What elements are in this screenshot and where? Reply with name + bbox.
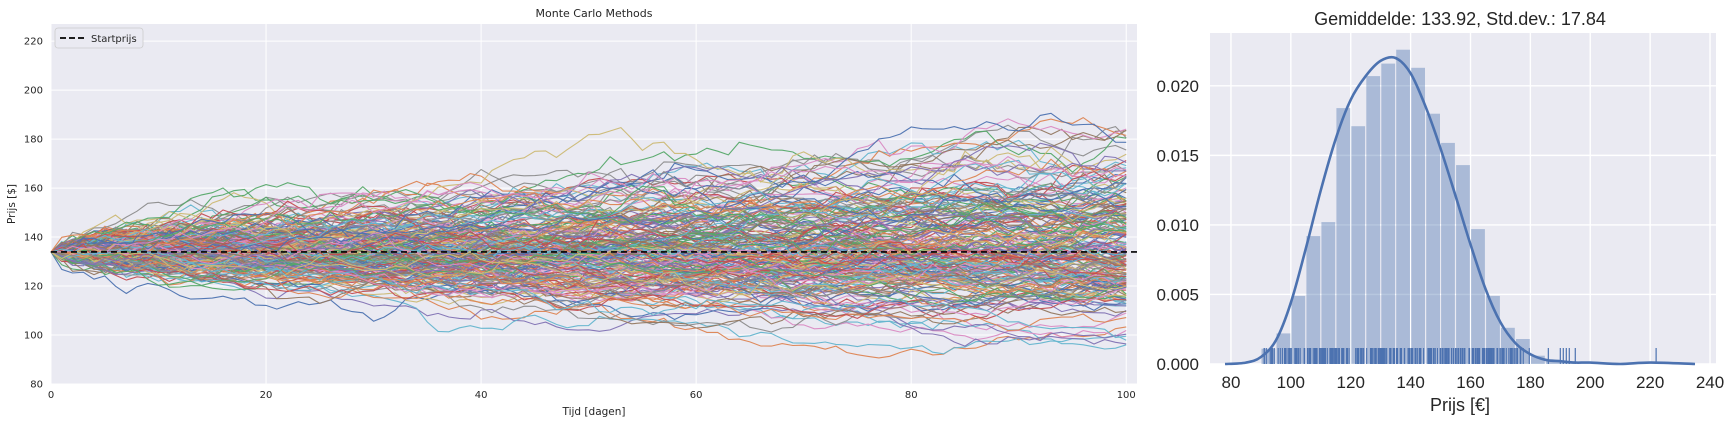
mc-y-tick-label: 220 (24, 37, 43, 48)
mc-x-tick-label: 40 (475, 390, 488, 401)
hist-x-tick-label: 220 (1636, 373, 1664, 392)
hist-rug (1263, 348, 1657, 364)
hist-bar (1291, 295, 1306, 364)
mc-price-path (50, 244, 1127, 311)
hist-title: Gemiddelde: 133.92, Std.dev.: 17.84 (1314, 9, 1606, 29)
hist-bar (1366, 76, 1381, 364)
mc-legend-box (54, 27, 144, 49)
mc-price-path (50, 170, 1127, 270)
mc-price-path (50, 159, 1127, 257)
mc-price-path (50, 170, 1127, 253)
hist-x-label: Prijs [€] (1430, 395, 1490, 415)
hist-plot-area (1210, 33, 1716, 364)
mc-legend: Startprijs (54, 27, 144, 49)
hist-x-tick-label: 120 (1337, 373, 1365, 392)
hist-x-ticks: 80 100 120 140 160 180 200 220 240 (1221, 373, 1724, 392)
distribution-chart: 80 100 120 140 160 180 200 220 240 0.0000.0050.0… (1156, 9, 1724, 415)
mc-price-path (50, 230, 1127, 278)
hist-y-tick-label: 0.005 (1156, 285, 1199, 304)
mc-price-path (50, 236, 1127, 294)
hist-y-ticks: 0.000 0.005 0.010 0.015 0.020 (1156, 77, 1199, 374)
mc-price-path (50, 185, 1127, 264)
mc-price-path (50, 162, 1127, 265)
mc-title: Monte Carlo Methods (536, 7, 653, 20)
hist-x-tick-label: 140 (1396, 373, 1424, 392)
mc-price-path (50, 170, 1127, 254)
hist-bar (1531, 355, 1545, 364)
mc-price-path (50, 190, 1127, 256)
hist-bar (1471, 229, 1485, 364)
mc-x-tick-label: 60 (690, 390, 703, 401)
mc-x-tick-label: 80 (905, 390, 918, 401)
hist-bar (1306, 236, 1321, 364)
mc-y-tick-label: 180 (24, 135, 43, 146)
mc-price-path (50, 129, 1127, 253)
mc-y-tick-label: 100 (24, 331, 43, 342)
mc-price-path (50, 246, 1127, 303)
mc-price-path (50, 243, 1127, 299)
hist-kde-curve (1224, 55, 1696, 366)
mc-y-tick-label: 120 (24, 282, 43, 293)
mc-price-path (50, 158, 1127, 259)
hist-bar (1411, 67, 1425, 365)
mc-price-path (50, 187, 1127, 259)
mc-x-tick-label: 100 (1117, 390, 1136, 401)
hist-bar (1426, 113, 1440, 364)
mc-y-tick-label: 160 (24, 184, 43, 195)
hist-x-tick-label: 80 (1221, 373, 1240, 392)
hist-bar (1321, 222, 1336, 364)
hist-y-tick-label: 0.015 (1156, 146, 1199, 165)
hist-bar (1456, 165, 1470, 364)
mc-price-path (50, 235, 1127, 273)
mc-price-path (50, 225, 1127, 287)
mc-price-path (50, 251, 1127, 307)
monte-carlo-chart: 0 20 40 60 80 100 80 100 120 140 160 180 200 220 Mon… (6, 7, 1137, 418)
mc-price-path (50, 194, 1127, 254)
hist-bar (1441, 142, 1455, 364)
mc-y-tick-label: 140 (24, 233, 43, 244)
mc-y-ticks: 80 100 120 140 160 180 200 220 (24, 37, 43, 391)
mc-price-path (50, 188, 1127, 253)
mc-paths (50, 112, 1127, 359)
mc-price-path (50, 175, 1127, 260)
hist-bar (1336, 108, 1351, 364)
mc-price-path (51, 234, 1127, 294)
mc-price-path (50, 159, 1127, 253)
mc-y-tick-label: 80 (30, 380, 43, 391)
mc-price-path (50, 206, 1127, 264)
mc-y-label: Prijs [$] (6, 184, 18, 224)
mc-price-path (50, 249, 1127, 291)
hist-x-tick-label: 180 (1516, 373, 1544, 392)
mc-price-path (50, 251, 1127, 307)
mc-x-tick-label: 0 (48, 390, 54, 401)
hist-x-tick-label: 240 (1696, 373, 1724, 392)
mc-x-label: Tijd [dagen] (562, 406, 626, 418)
hist-bars (1261, 49, 1575, 365)
hist-x-tick-label: 160 (1456, 373, 1484, 392)
hist-x-tick-label: 200 (1576, 373, 1604, 392)
hist-y-tick-label: 0.020 (1156, 77, 1199, 96)
hist-gridlines (1210, 33, 1716, 365)
mc-price-path (50, 142, 1127, 257)
mc-price-path (50, 248, 1127, 339)
mc-price-path (50, 155, 1127, 254)
mc-legend-label: Startprijs (91, 34, 137, 45)
hist-bar (1396, 49, 1410, 364)
mc-price-path (50, 206, 1127, 271)
mc-price-path (50, 112, 1127, 254)
hist-y-tick-label: 0.010 (1156, 216, 1199, 235)
mc-x-ticks: 0 20 40 60 80 100 (48, 390, 1136, 401)
mc-price-path (50, 248, 1127, 296)
hist-bar (1351, 126, 1366, 364)
mc-y-tick-label: 200 (24, 86, 43, 97)
mc-x-tick-label: 20 (260, 390, 273, 401)
hist-bar (1381, 63, 1396, 364)
hist-y-tick-label: 0.000 (1156, 355, 1199, 374)
mc-price-path (50, 169, 1127, 253)
mc-price-path (50, 212, 1127, 269)
hist-x-tick-label: 100 (1277, 373, 1305, 392)
